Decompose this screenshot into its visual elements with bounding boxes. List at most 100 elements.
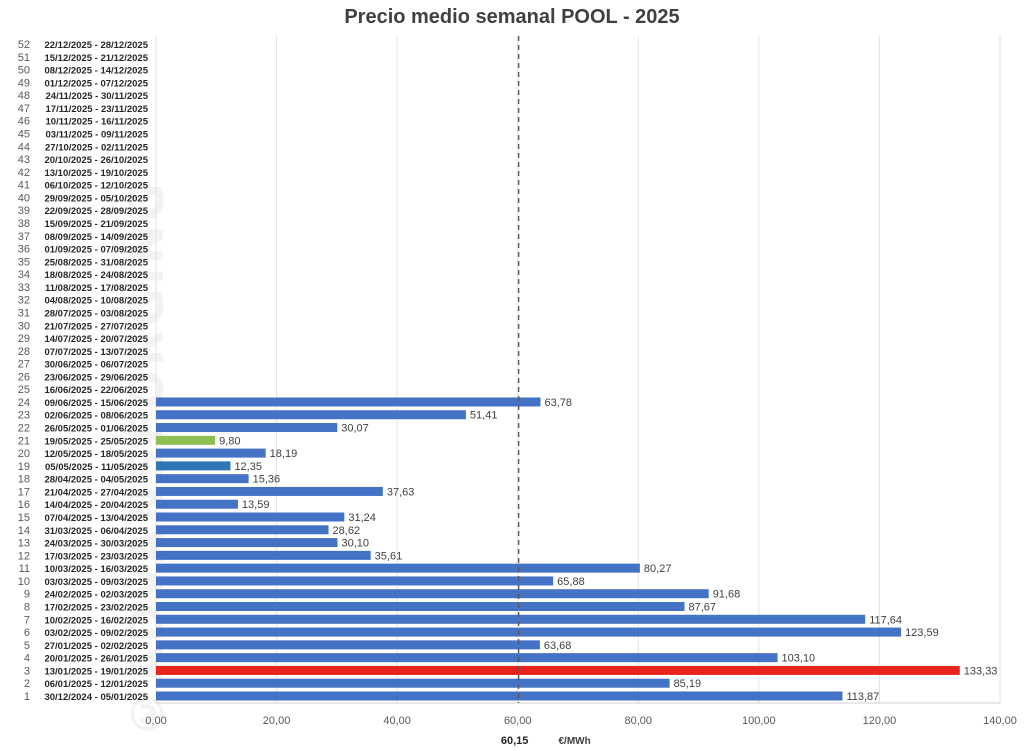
week-range-label: 01/09/2025 - 07/09/2025 <box>44 245 148 256</box>
bar-value-label: 65,88 <box>557 576 585 588</box>
week-number: 2 <box>24 678 30 690</box>
week-range-label: 18/08/2025 - 24/08/2025 <box>44 270 148 281</box>
week-number: 30 <box>18 320 30 332</box>
bar <box>156 397 541 407</box>
week-number: 4 <box>24 653 30 665</box>
week-number: 49 <box>18 77 30 89</box>
week-range-label: 31/03/2025 - 06/04/2025 <box>44 526 148 537</box>
week-number: 31 <box>18 307 30 319</box>
bar <box>156 538 338 548</box>
week-range-label: 27/01/2025 - 02/02/2025 <box>44 641 148 652</box>
week-number: 1 <box>24 691 30 703</box>
week-number: 43 <box>18 154 30 166</box>
week-number: 35 <box>18 256 30 268</box>
week-number: 50 <box>18 65 30 77</box>
average-label: 60,15 <box>501 735 529 747</box>
week-range-label: 22/12/2025 - 28/12/2025 <box>44 40 148 51</box>
week-range-label: 05/05/2025 - 11/05/2025 <box>45 462 149 473</box>
week-range-label: 10/11/2025 - 16/11/2025 <box>46 117 149 128</box>
week-number: 10 <box>18 576 30 588</box>
unit-label: €/MWh <box>559 736 591 747</box>
week-number: 37 <box>18 231 30 243</box>
week-number: 34 <box>18 269 30 281</box>
bar <box>156 423 338 433</box>
week-number: 9 <box>24 589 30 601</box>
week-number: 6 <box>24 627 30 639</box>
bar <box>156 691 843 701</box>
week-number: 19 <box>18 461 30 473</box>
week-number: 39 <box>18 205 30 217</box>
week-range-label: 08/12/2025 - 14/12/2025 <box>44 66 148 77</box>
bar <box>156 678 670 688</box>
week-number: 52 <box>18 39 30 51</box>
week-range-label: 30/06/2025 - 06/07/2025 <box>44 360 148 371</box>
week-range-label: 24/03/2025 - 30/03/2025 <box>44 539 148 550</box>
bar <box>156 512 345 522</box>
x-tick-label: 0,00 <box>145 715 166 727</box>
week-range-label: 08/09/2025 - 14/09/2025 <box>44 232 148 243</box>
bar <box>156 602 685 612</box>
bar <box>156 627 902 637</box>
week-range-label: 27/10/2025 - 02/11/2025 <box>45 142 149 153</box>
bar-value-label: 85,19 <box>674 678 702 690</box>
bar-value-label: 9,80 <box>219 435 240 447</box>
week-range-label: 28/04/2025 - 04/05/2025 <box>44 475 148 486</box>
bar <box>156 614 866 624</box>
week-number: 18 <box>18 474 30 486</box>
bar <box>156 461 231 471</box>
week-range-label: 02/06/2025 - 08/06/2025 <box>44 411 148 422</box>
week-range-label: 13/01/2025 - 19/01/2025 <box>44 666 148 677</box>
bar <box>156 435 216 445</box>
week-range-label: 26/05/2025 - 01/06/2025 <box>44 424 148 435</box>
week-range-label: 11/08/2025 - 17/08/2025 <box>45 283 149 294</box>
bar <box>156 525 329 535</box>
bar-value-label: 63,68 <box>544 640 572 652</box>
bar <box>156 448 266 458</box>
week-number: 46 <box>18 116 30 128</box>
bar-value-label: 113,87 <box>846 691 879 703</box>
bar-value-label: 28,62 <box>333 525 361 537</box>
week-range-label: 16/06/2025 - 22/06/2025 <box>44 385 148 396</box>
x-tick-label: 140,00 <box>983 715 1017 727</box>
week-range-label: 20/10/2025 - 26/10/2025 <box>44 155 148 166</box>
week-range-label: 13/10/2025 - 19/10/2025 <box>44 168 148 179</box>
bar-value-label: 63,78 <box>545 397 573 409</box>
x-tick-label: 80,00 <box>625 715 653 727</box>
week-number: 8 <box>24 602 30 614</box>
week-number: 21 <box>18 435 30 447</box>
bar <box>156 653 778 663</box>
x-tick-label: 20,00 <box>263 715 291 727</box>
week-number: 28 <box>18 346 30 358</box>
week-number: 26 <box>18 371 30 383</box>
x-tick-label: 60,00 <box>504 715 532 727</box>
x-tick-label: 100,00 <box>742 715 776 727</box>
week-range-label: 03/02/2025 - 09/02/2025 <box>44 628 148 639</box>
week-number: 45 <box>18 128 30 140</box>
week-number: 41 <box>18 180 30 192</box>
week-range-label: 20/01/2025 - 26/01/2025 <box>44 654 148 665</box>
week-number: 5 <box>24 640 30 652</box>
week-range-label: 17/03/2025 - 23/03/2025 <box>44 551 148 562</box>
week-range-label: 15/09/2025 - 21/09/2025 <box>44 219 148 230</box>
week-range-label: 21/07/2025 - 27/07/2025 <box>44 321 148 332</box>
week-number: 24 <box>18 397 30 409</box>
week-number: 44 <box>18 141 30 153</box>
week-range-label: 14/07/2025 - 20/07/2025 <box>44 334 148 345</box>
week-range-label: 17/02/2025 - 23/02/2025 <box>44 603 148 614</box>
week-range-label: 09/06/2025 - 15/06/2025 <box>44 398 148 409</box>
bar-value-label: 37,63 <box>387 486 415 498</box>
bar-value-label: 91,68 <box>713 589 741 601</box>
week-range-label: 22/09/2025 - 28/09/2025 <box>44 206 148 217</box>
week-range-label: 29/09/2025 - 05/10/2025 <box>44 193 148 204</box>
week-range-label: 28/07/2025 - 03/08/2025 <box>44 308 148 319</box>
week-range-label: 07/07/2025 - 13/07/2025 <box>44 347 148 358</box>
week-range-label: 25/08/2025 - 31/08/2025 <box>44 257 148 268</box>
bar-value-label: 35,61 <box>375 550 403 562</box>
week-number: 3 <box>24 665 30 677</box>
week-range-label: 24/02/2025 - 02/03/2025 <box>44 590 148 601</box>
week-number: 20 <box>18 448 30 460</box>
week-number: 14 <box>18 525 30 537</box>
week-range-label: 23/06/2025 - 29/06/2025 <box>44 372 148 383</box>
week-number: 48 <box>18 90 30 102</box>
